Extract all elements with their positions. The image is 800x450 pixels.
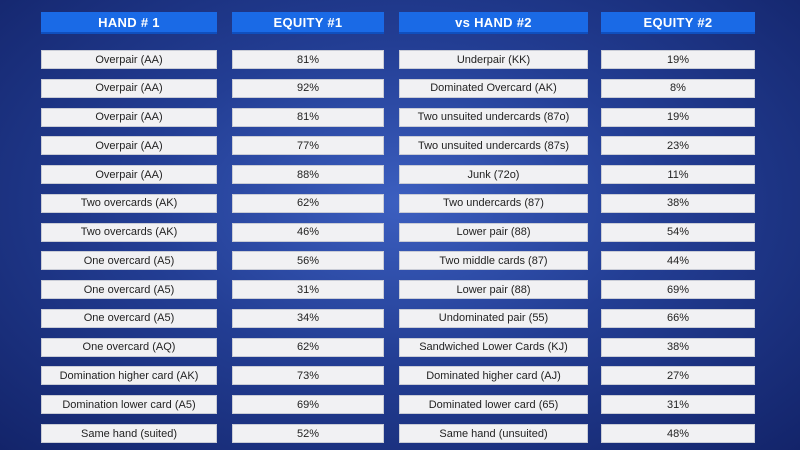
table-cell: 66%: [601, 308, 755, 328]
table-cell: Two unsuited undercards (87o): [399, 107, 588, 127]
table-cell: Sandwiched Lower Cards (KJ): [399, 337, 588, 357]
table-cell: Junk (72o): [399, 165, 588, 185]
table-cell: 31%: [601, 395, 755, 415]
table-cell: Two unsuited undercards (87s): [399, 136, 588, 156]
table-cell: Undominated pair (55): [399, 308, 588, 328]
table-cell: 8%: [601, 78, 755, 98]
table-cell: 44%: [601, 251, 755, 271]
table-cell: Underpair (KK): [399, 50, 588, 69]
column-header: HAND # 1: [41, 12, 217, 34]
table-cell: Overpair (AA): [41, 78, 217, 98]
table-cell: Same hand (suited): [41, 424, 217, 443]
table-cell: 73%: [232, 366, 384, 386]
table-cell: 62%: [232, 193, 384, 213]
table-cell: 34%: [232, 308, 384, 328]
column-header: EQUITY #1: [232, 12, 384, 34]
table-cell: 88%: [232, 165, 384, 185]
table-cell: Lower pair (88): [399, 222, 588, 242]
table-cell: Domination lower card (A5): [41, 395, 217, 415]
column-header: vs HAND #2: [399, 12, 588, 34]
table-cell: 38%: [601, 193, 755, 213]
table-cell: Overpair (AA): [41, 165, 217, 185]
table-cell: 54%: [601, 222, 755, 242]
table-cell: Dominated Overcard (AK): [399, 78, 588, 98]
column-header: EQUITY #2: [601, 12, 755, 34]
table-cell: 69%: [601, 280, 755, 300]
table-cell: One overcard (A5): [41, 308, 217, 328]
table-cell: Two middle cards (87): [399, 251, 588, 271]
table-cell: Dominated higher card (AJ): [399, 366, 588, 386]
table-cell: Two overcards (AK): [41, 222, 217, 242]
table-cell: 81%: [232, 107, 384, 127]
table-cell: 23%: [601, 136, 755, 156]
table-cell: One overcard (A5): [41, 280, 217, 300]
table-cell: Domination higher card (AK): [41, 366, 217, 386]
table-cell: One overcard (AQ): [41, 337, 217, 357]
table-cell: 56%: [232, 251, 384, 271]
table-cell: 46%: [232, 222, 384, 242]
table-cell: 77%: [232, 136, 384, 156]
table-cell: 19%: [601, 50, 755, 69]
table-cell: Dominated lower card (65): [399, 395, 588, 415]
table-cell: 69%: [232, 395, 384, 415]
table-cell: Same hand (unsuited): [399, 424, 588, 443]
table-cell: Lower pair (88): [399, 280, 588, 300]
table-cell: One overcard (A5): [41, 251, 217, 271]
table-cell: Two overcards (AK): [41, 193, 217, 213]
table-cell: 92%: [232, 78, 384, 98]
table-cell: 19%: [601, 107, 755, 127]
table-cell: 48%: [601, 424, 755, 443]
table-cell: 11%: [601, 165, 755, 185]
table-cell: 31%: [232, 280, 384, 300]
table-cell: 38%: [601, 337, 755, 357]
table-cell: 62%: [232, 337, 384, 357]
table-cell: 27%: [601, 366, 755, 386]
table-cell: Overpair (AA): [41, 50, 217, 69]
table-cell: Overpair (AA): [41, 136, 217, 156]
table-cell: Overpair (AA): [41, 107, 217, 127]
table-cell: 52%: [232, 424, 384, 443]
table-cell: Two undercards (87): [399, 193, 588, 213]
table-cell: 81%: [232, 50, 384, 69]
